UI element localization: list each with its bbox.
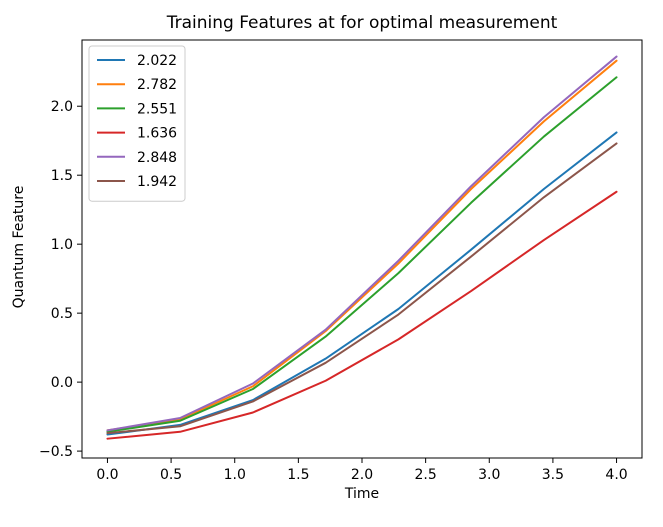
chart-title: Training Features at for optimal measure… [166, 13, 558, 33]
legend-label: 2.022 [137, 53, 177, 69]
x-tick-label: 0.0 [96, 467, 118, 483]
x-tick-label: 1.5 [287, 467, 309, 483]
plot-area: 0.0 0.5 1.0 1.5 2.0 2.5 3.0 3.5 4.0 −0.5 0.0 0.5 1.0… [39, 39, 643, 483]
y-axis-label: Quantum Feature [11, 186, 27, 309]
y-tick-label: −0.5 [39, 444, 73, 460]
legend-item: 2.022 [97, 53, 177, 69]
x-tick-label: 2.5 [415, 467, 437, 483]
series-line-2.782 [106, 59, 618, 432]
legend-label: 2.551 [137, 101, 177, 117]
x-axis-label: Time [344, 486, 379, 502]
legend-label: 2.782 [137, 77, 177, 93]
series-line-2.551 [106, 76, 618, 433]
legend-item: 1.636 [97, 126, 177, 142]
x-tick-label: 2.0 [351, 467, 373, 483]
series-line-2.022 [106, 131, 618, 436]
legend-item: 2.848 [97, 150, 177, 166]
legend-label: 1.636 [137, 126, 177, 142]
series-line-2.848 [106, 55, 618, 432]
y-tick-label: 1.5 [51, 168, 73, 184]
x-tick-label: 1.0 [224, 467, 246, 483]
series-line-1.636 [106, 190, 618, 440]
x-tick-label: 0.5 [160, 467, 182, 483]
y-tick-label: 0.5 [51, 306, 73, 322]
legend-item: 2.551 [97, 101, 177, 117]
legend: 2.022 2.782 2.551 1.636 2.848 1.942 [88, 45, 186, 202]
series-line-1.942 [106, 142, 618, 435]
x-tick-label: 3.5 [542, 467, 564, 483]
y-tick-label: 2.0 [51, 99, 73, 115]
legend-item: 2.782 [97, 77, 177, 93]
legend-label: 1.942 [137, 174, 177, 190]
legend-label: 2.848 [137, 150, 177, 166]
legend-item: 1.942 [97, 174, 177, 190]
x-tick-label: 4.0 [605, 467, 627, 483]
y-tick-label: 1.0 [51, 237, 73, 253]
x-tick-label: 3.0 [478, 467, 500, 483]
y-tick-label: 0.0 [51, 375, 73, 391]
